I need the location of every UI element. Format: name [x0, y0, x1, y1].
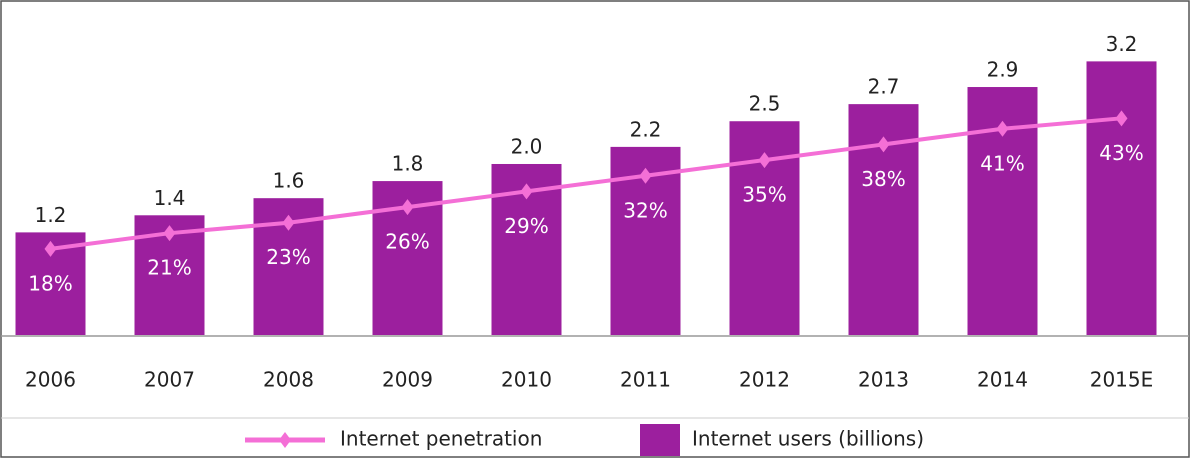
- line-marker: [401, 199, 414, 216]
- legend-marker: [279, 432, 291, 448]
- line: [50, 116, 1122, 251]
- line-marker: [163, 225, 176, 242]
- legend-label: Internet users (billions): [692, 427, 924, 451]
- line-marker: [996, 120, 1009, 137]
- bar-value-label: 1.2: [35, 203, 67, 227]
- line-value-label: 18%: [28, 271, 72, 295]
- line-value-label: 21%: [147, 256, 191, 280]
- bar: [1086, 61, 1157, 336]
- bar-value-label: 2.2: [630, 117, 662, 141]
- x-tick-label: 2011: [620, 368, 671, 392]
- bar-value-label: 2.7: [868, 75, 900, 99]
- line-value-label: 38%: [861, 167, 905, 191]
- line-value-label: 32%: [623, 198, 667, 222]
- line-marker: [1115, 110, 1128, 127]
- x-tick-label: 2008: [263, 368, 314, 392]
- x-tick-label: 2006: [25, 368, 76, 392]
- line-value-label: 35%: [742, 183, 786, 207]
- x-tick-label: 2009: [382, 368, 433, 392]
- bar-value-label: 1.6: [273, 169, 305, 193]
- bar-value-label: 2.9: [987, 58, 1019, 82]
- line-marker: [520, 183, 533, 200]
- bar-value-label: 2.0: [511, 134, 543, 158]
- x-tick-label: 2010: [501, 368, 552, 392]
- x-tick-label: 2014: [977, 368, 1028, 392]
- line-marker: [877, 136, 890, 153]
- x-tick-label: 2015E: [1090, 368, 1154, 392]
- bar-value-label: 2.5: [749, 92, 781, 116]
- x-tick-label: 2013: [858, 368, 909, 392]
- legend-swatch: [640, 424, 680, 456]
- line-marker: [44, 240, 57, 257]
- x-tick-label: 2012: [739, 368, 790, 392]
- line-value-label: 43%: [1099, 141, 1143, 165]
- line-value-label: 41%: [980, 151, 1024, 175]
- line-value-label: 26%: [385, 230, 429, 254]
- line-value-label: 23%: [266, 245, 310, 269]
- bar-value-label: 1.8: [392, 152, 424, 176]
- bar-value-label: 1.4: [154, 186, 186, 210]
- line-marker: [639, 167, 652, 184]
- legend-label: Internet penetration: [340, 427, 542, 451]
- line-marker: [282, 214, 295, 231]
- x-tick-label: 2007: [144, 368, 195, 392]
- line-value-label: 29%: [504, 214, 548, 238]
- bar-value-label: 3.2: [1106, 32, 1138, 56]
- line-marker: [758, 152, 771, 169]
